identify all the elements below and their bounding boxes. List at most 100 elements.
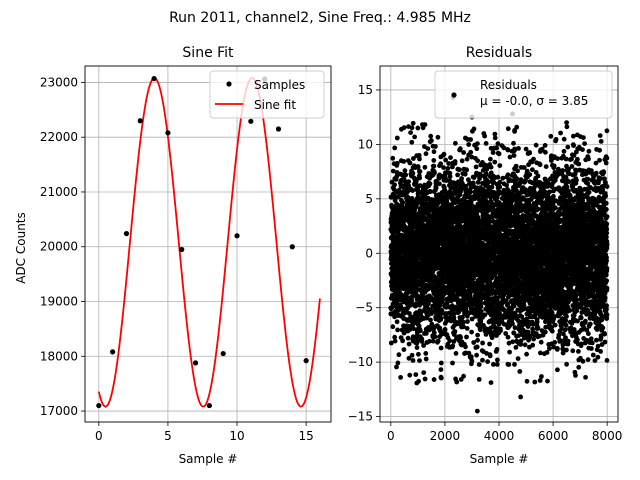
residual-point: [417, 358, 422, 363]
residuals-title: Residuals: [466, 45, 532, 61]
residual-point: [487, 353, 493, 359]
residual-point: [421, 343, 426, 348]
residual-point: [400, 200, 406, 206]
residual-point: [429, 138, 434, 144]
residual-point: [489, 184, 495, 190]
residual-point: [497, 179, 503, 185]
residual-point: [469, 329, 474, 335]
residual-point: [432, 170, 437, 176]
residual-point: [410, 358, 416, 363]
residual-point: [485, 359, 490, 364]
residual-point: [425, 146, 431, 152]
residual-point: [466, 142, 472, 147]
residual-point: [488, 164, 494, 170]
residual-point: [432, 334, 438, 340]
residual-point: [417, 156, 422, 162]
sample-point: [151, 75, 157, 82]
residual-point: [439, 308, 445, 314]
residual-point: [411, 326, 416, 332]
residuals-panel: Residuals Sample # 0 2000 4000 6000 8000−15−…: [348, 45, 623, 466]
residual-point: [452, 329, 458, 334]
residual-point: [390, 324, 396, 330]
residual-point: [401, 347, 407, 352]
residual-point: [464, 156, 470, 162]
residual-point: [423, 356, 429, 362]
sine-fit-ytick-label: 19000: [40, 295, 78, 309]
residual-point: [408, 130, 413, 136]
legend-samples-marker: [226, 81, 232, 87]
residual-point: [459, 176, 464, 181]
residual-point: [423, 151, 429, 157]
residual-point: [427, 189, 433, 195]
residual-point: [407, 160, 413, 166]
sine-fit-axes-frame: [84, 65, 332, 423]
residual-point: [415, 165, 421, 171]
sine-fit-ytick-label: 21000: [40, 185, 78, 199]
residual-point: [388, 340, 394, 346]
figure-suptitle: Run 2011, channel2, Sine Freq.: 4.985 MH…: [169, 10, 471, 26]
residual-point: [438, 315, 444, 321]
sine-fit-legend-box: [209, 70, 325, 119]
residual-point: [396, 352, 402, 358]
residual-point: [405, 335, 411, 341]
residual-point: [465, 319, 470, 324]
residual-point: [402, 168, 408, 174]
residual-point: [490, 150, 496, 156]
residual-point: [438, 375, 444, 381]
sample-point: [248, 118, 254, 124]
residual-point: [438, 345, 444, 351]
residual-point: [482, 312, 488, 318]
residual-point: [401, 330, 407, 336]
residual-point: [495, 357, 500, 363]
sample-point: [234, 233, 240, 239]
residual-point: [401, 159, 407, 164]
residual-point: [458, 335, 463, 340]
residual-point: [411, 156, 416, 161]
residual-point: [453, 140, 458, 146]
residual-point: [469, 358, 475, 364]
residual-point: [407, 327, 413, 332]
sample-point: [96, 402, 102, 409]
sine-fit-ytick-label: 22000: [40, 130, 78, 144]
residual-point: [422, 376, 428, 382]
sine-fit-ylabel: ADC Counts: [14, 212, 28, 284]
residual-point: [457, 146, 463, 152]
sine-fit-ytick-label: 18000: [40, 349, 78, 363]
residual-point: [473, 164, 479, 170]
residual-point: [417, 195, 423, 201]
residual-point: [431, 149, 437, 155]
residual-point: [410, 120, 416, 126]
residual-point: [475, 158, 481, 164]
sine-fit-title: Sine Fit: [182, 45, 234, 61]
residual-point: [512, 362, 517, 367]
residual-point: [494, 362, 500, 367]
residual-point: [462, 171, 468, 177]
residual-point: [441, 151, 447, 157]
residual-point: [438, 161, 444, 167]
sine-fit-ytick-label: 23000: [40, 75, 78, 89]
residual-point: [423, 331, 429, 336]
residual-point: [390, 168, 396, 174]
residual-point: [427, 338, 432, 344]
residual-point: [515, 168, 520, 174]
residual-point: [418, 328, 423, 334]
residual-point: [513, 345, 519, 350]
residual-point: [410, 188, 415, 194]
sine-fit-ytick-label: 17000: [40, 404, 78, 418]
residual-point: [475, 337, 480, 343]
legend-samples-label: Samples: [254, 78, 305, 92]
residual-point: [390, 155, 396, 161]
residual-point: [400, 338, 405, 344]
residual-point: [392, 182, 397, 188]
residual-point: [505, 172, 511, 178]
residual-point: [507, 349, 512, 355]
residual-point: [448, 155, 453, 161]
residual-point: [422, 122, 428, 127]
residual-point: [403, 172, 409, 178]
residual-point: [464, 334, 469, 340]
residual-point: [409, 352, 415, 358]
residual-point: [480, 340, 485, 346]
sample-point: [289, 244, 295, 250]
residual-point: [394, 135, 400, 141]
residual-point: [440, 298, 445, 303]
